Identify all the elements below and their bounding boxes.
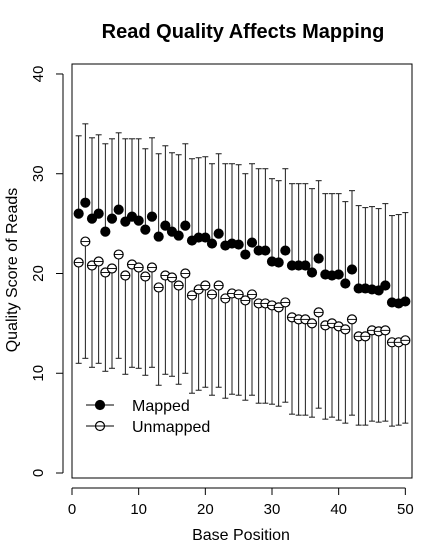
y-tick-label: 40 (30, 66, 47, 83)
mapped-point (206, 238, 218, 249)
mapped-point (400, 296, 411, 307)
mapped-point (80, 197, 91, 208)
points-group (73, 197, 411, 348)
legend-label-mapped: Mapped (132, 398, 190, 415)
mapped-point (213, 228, 224, 239)
error-bars-group (75, 123, 409, 427)
x-tick-label: 10 (130, 501, 147, 518)
x-tick-label: 50 (397, 501, 414, 518)
mapped-point (273, 257, 284, 268)
y-tick-label: 20 (30, 265, 47, 282)
legend: Mapped Unmapped (86, 398, 210, 436)
mapped-point (86, 213, 98, 224)
mapped-point (113, 204, 124, 215)
x-axis-label: Base Position (192, 527, 290, 544)
y-tick-label: 10 (30, 365, 47, 382)
x-tick-label: 40 (330, 501, 347, 518)
mapped-point (280, 245, 291, 256)
y-tick-label: 0 (30, 469, 47, 477)
axes-group: 0 10 20 30 40 50 0 10 20 30 40 (30, 66, 414, 518)
mapped-point (233, 239, 244, 250)
x-tick-label: 30 (264, 501, 281, 518)
mapped-point (93, 208, 104, 219)
mapped-point (240, 249, 251, 260)
y-tick-label: 30 (30, 165, 47, 182)
mapped-point (180, 220, 191, 231)
mapped-point (133, 215, 144, 226)
mapped-point (373, 285, 384, 296)
mapped-point (246, 237, 258, 248)
mapped-point (173, 230, 184, 241)
mapped-point (100, 226, 111, 237)
chart-title: Read Quality Affects Mapping (102, 21, 385, 43)
plot-frame (71, 63, 413, 479)
mapped-point (160, 220, 171, 231)
mapped-point (300, 260, 311, 271)
mapped-point (313, 253, 324, 264)
y-axis-label: Quality Score of Reads (4, 188, 21, 353)
mapped-point (333, 269, 344, 280)
mapped-point (153, 231, 164, 242)
mapped-point (380, 280, 391, 291)
mapped-point (73, 208, 84, 219)
mapped-point (120, 216, 131, 227)
x-tick-label: 20 (197, 501, 214, 518)
mapped-point (260, 245, 271, 256)
mapped-point (346, 264, 358, 275)
mapped-point (106, 213, 118, 224)
mapped-point (146, 211, 158, 222)
mapped-point (200, 232, 211, 243)
legend-label-unmapped: Unmapped (132, 419, 210, 436)
mapped-point (140, 224, 151, 235)
mapped-point (340, 278, 351, 289)
mapped-point (306, 267, 318, 278)
x-tick-label: 0 (68, 501, 76, 518)
